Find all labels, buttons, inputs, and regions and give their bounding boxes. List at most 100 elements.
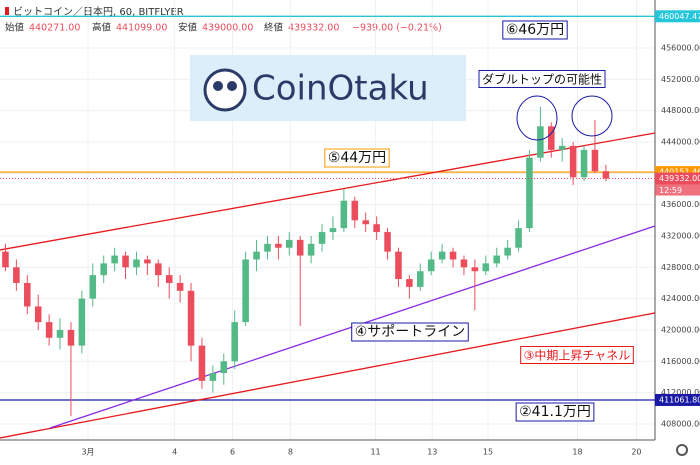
candle-body bbox=[329, 228, 337, 233]
x-tick-label: 13 bbox=[427, 448, 437, 457]
y-tick-label: 408000.00 bbox=[661, 419, 700, 428]
candle-body bbox=[242, 259, 249, 323]
x-tick-label: 15 bbox=[483, 448, 493, 457]
candle-body bbox=[220, 361, 228, 374]
candle-body bbox=[460, 259, 468, 268]
candle-body bbox=[515, 228, 522, 248]
owl-eye bbox=[227, 81, 237, 91]
candle-body bbox=[373, 224, 380, 233]
candle-body bbox=[384, 232, 391, 252]
price-tag-label: 440151.46 bbox=[659, 168, 700, 177]
y-tick-label: 456000.00 bbox=[661, 44, 700, 53]
annotation-box bbox=[324, 148, 390, 168]
candle-body bbox=[417, 271, 424, 287]
candle-body bbox=[558, 145, 566, 150]
highlight-ellipse bbox=[516, 95, 558, 141]
high-value: 441099.00 bbox=[116, 23, 167, 34]
logo: CoinOtaku bbox=[190, 55, 466, 121]
trend-line bbox=[0, 312, 656, 439]
candle-body bbox=[471, 267, 479, 272]
y-tick-label: 420000.00 bbox=[661, 325, 700, 334]
x-tick-label: 3月 bbox=[81, 448, 94, 457]
y-tick-label: 428000.00 bbox=[661, 263, 700, 272]
pair-name: ビットコイン／日本円, 60, BITFLYER bbox=[13, 5, 184, 18]
candle-body bbox=[340, 200, 348, 229]
candle-body bbox=[34, 306, 42, 323]
candle-body bbox=[307, 243, 315, 256]
open-value: 440271.00 bbox=[29, 23, 80, 34]
price-tag-label: 439332.00 bbox=[659, 174, 700, 183]
candle-body bbox=[296, 239, 304, 256]
y-tick-label: 448000.00 bbox=[661, 106, 700, 115]
annotation-box bbox=[478, 70, 606, 88]
open-label: 始値 bbox=[5, 22, 25, 34]
candle-body bbox=[449, 251, 457, 260]
candle-body bbox=[504, 247, 511, 256]
y-tick-label: 416000.00 bbox=[661, 357, 700, 366]
flag-icon bbox=[5, 7, 9, 15]
candle-body bbox=[45, 322, 53, 338]
price-tag bbox=[655, 172, 700, 185]
y-tick-label: 432000.00 bbox=[661, 231, 700, 240]
candle-body bbox=[24, 282, 31, 307]
candle-body bbox=[318, 232, 326, 244]
annotation-text: ⑤44万円 bbox=[328, 150, 386, 166]
high-label: 高値 bbox=[92, 22, 112, 34]
candle-body bbox=[67, 329, 75, 346]
y-tick-label: 452000.00 bbox=[661, 75, 700, 84]
x-tick-label: 18 bbox=[572, 448, 582, 457]
price-tag bbox=[655, 393, 700, 406]
candle-body bbox=[198, 345, 206, 381]
highlight-ellipse bbox=[571, 95, 613, 137]
annotation-text: ダブルトップの可能性 bbox=[482, 72, 602, 87]
candle-body bbox=[231, 322, 238, 362]
annotation-box bbox=[515, 402, 595, 422]
candle-body bbox=[427, 259, 435, 272]
candle-body bbox=[493, 255, 500, 264]
x-tick-label: 4 bbox=[172, 448, 177, 457]
y-tick-label: 436000.00 bbox=[661, 200, 700, 209]
candle-body bbox=[362, 220, 369, 225]
annotation-text: ⑥46万円 bbox=[506, 22, 564, 38]
ohlc-header: 始値 440271.00 高値 441099.00 安値 439000.00 終… bbox=[5, 22, 442, 34]
candle-body bbox=[569, 145, 577, 178]
candle-body bbox=[187, 290, 195, 346]
candle-body bbox=[537, 126, 544, 158]
candle-body bbox=[78, 298, 86, 346]
annotation-box bbox=[520, 346, 634, 364]
candle-body bbox=[111, 255, 118, 264]
candle-body bbox=[275, 243, 282, 248]
x-tick-label: 20 bbox=[631, 448, 641, 457]
price-tag bbox=[655, 10, 700, 23]
candle-body bbox=[264, 243, 271, 252]
annotation-text: ④サポートライン bbox=[355, 324, 466, 340]
x-tick-label: 11 bbox=[370, 448, 380, 457]
annotation-box bbox=[351, 322, 469, 342]
close-label: 終値 bbox=[264, 22, 284, 34]
y-tick-label: 412000.00 bbox=[661, 388, 700, 397]
low-label: 安値 bbox=[178, 22, 198, 34]
settings-icon[interactable] bbox=[676, 444, 688, 456]
candle-body bbox=[548, 126, 555, 150]
price-tag-label: 460047.47 bbox=[659, 12, 700, 21]
candle-body bbox=[2, 251, 9, 268]
logo-text: CoinOtaku bbox=[252, 69, 429, 109]
low-value: 439000.00 bbox=[202, 23, 253, 34]
candle-body bbox=[526, 157, 533, 229]
y-tick-label: 444000.00 bbox=[661, 137, 700, 146]
candle-body bbox=[438, 251, 446, 260]
time-tag-label: 12:59 bbox=[659, 186, 682, 195]
candle-body bbox=[602, 171, 610, 179]
candle-body bbox=[482, 263, 490, 272]
time-tag bbox=[655, 184, 700, 196]
candle-body bbox=[253, 251, 260, 260]
candle-body bbox=[286, 239, 293, 248]
change-value: −939.00 (−0.21%) bbox=[352, 23, 442, 34]
annotation-text: ②41.1万円 bbox=[519, 404, 591, 420]
owl-icon bbox=[203, 68, 247, 112]
candle-body bbox=[591, 149, 599, 172]
owl-eye bbox=[213, 81, 223, 91]
candle-body bbox=[89, 275, 97, 299]
candle-body bbox=[100, 263, 107, 276]
